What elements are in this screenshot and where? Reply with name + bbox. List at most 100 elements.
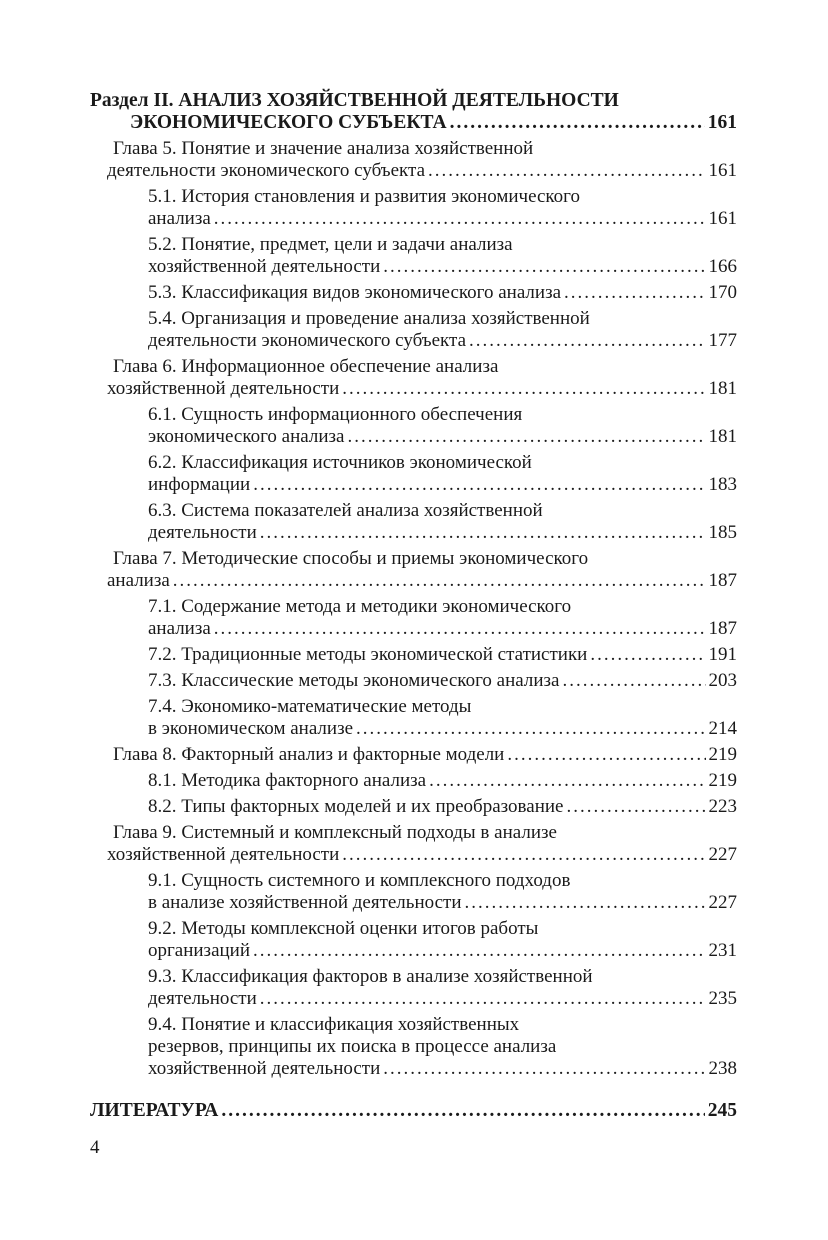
toc-page-number: 214: [708, 718, 738, 739]
dot-leader: [342, 844, 705, 866]
toc-line: анализа 187: [90, 618, 737, 640]
toc-line: 8.1. Методика факторного анализа 219: [90, 770, 737, 792]
toc-line: Глава 6. Информационное обеспечение анал…: [90, 356, 737, 378]
dot-leader: [429, 770, 705, 792]
toc-entry-text: хозяйственной деятельности: [107, 378, 340, 399]
toc-line: 6.1. Сущность информационного обеспечени…: [90, 404, 737, 426]
toc-chapter: Глава 7. Методические способы и приемы э…: [90, 548, 737, 592]
toc-subsection: 9.4. Понятие и классификация хозяйственн…: [90, 1014, 737, 1080]
toc-entry-text: Раздел II. АНАЛИЗ ХОЗЯЙСТВЕННОЙ ДЕЯТЕЛЬН…: [90, 90, 619, 111]
toc-entry-text: деятельности экономического субъекта: [148, 330, 466, 351]
page-number: 4: [90, 1137, 100, 1158]
dot-leader: [214, 208, 706, 230]
toc-entry-text: хозяйственной деятельности: [148, 1058, 381, 1079]
toc-page-number: 223: [708, 796, 738, 817]
dot-leader: [590, 644, 705, 666]
toc-line: Глава 5. Понятие и значение анализа хозя…: [90, 138, 737, 160]
toc-bibliography: ЛИТЕРАТУРА 245: [90, 1100, 737, 1122]
toc-entry-text: 5.2. Понятие, предмет, цели и задачи ана…: [148, 234, 513, 255]
toc-entry-text: 6.1. Сущность информационного обеспечени…: [148, 404, 523, 425]
toc-line: резервов, принципы их поиска в процессе …: [90, 1036, 737, 1058]
toc-entry-text: в анализе хозяйственной деятельности: [148, 892, 462, 913]
dot-leader: [566, 796, 705, 818]
dot-leader: [383, 1058, 705, 1080]
dot-leader: [260, 522, 706, 544]
toc-entry-text: 8.2. Типы факторных моделей и их преобра…: [148, 796, 564, 817]
toc-chapter: Глава 5. Понятие и значение анализа хозя…: [90, 138, 737, 182]
toc-page-number: 161: [708, 208, 738, 229]
toc-page-number: 183: [708, 474, 738, 495]
toc-entry-text: деятельности: [148, 988, 257, 1009]
toc-page-number: 181: [708, 378, 738, 399]
toc-subsection: 5.1. История становления и развития экон…: [90, 186, 737, 230]
toc-line: анализа 161: [90, 208, 737, 230]
toc-page-number: 203: [708, 670, 738, 691]
toc-subsection: 5.2. Понятие, предмет, цели и задачи ана…: [90, 234, 737, 278]
toc-entry-text: анализа: [148, 208, 211, 229]
toc-page-number: 161: [707, 112, 737, 133]
dot-leader: [347, 426, 705, 448]
toc-entry-text: хозяйственной деятельности: [107, 844, 340, 865]
toc-page-number: 187: [708, 618, 738, 639]
toc-line: экономического анализа 181: [90, 426, 737, 448]
toc-entry-text: 5.4. Организация и проведение анализа хо…: [148, 308, 590, 329]
toc-line: 9.4. Понятие и классификация хозяйственн…: [90, 1014, 737, 1036]
toc-page-number: 166: [708, 256, 738, 277]
toc-line: 5.3. Классификация видов экономического …: [90, 282, 737, 304]
toc-line: 5.1. История становления и развития экон…: [90, 186, 737, 208]
toc-subsection: 5.4. Организация и проведение анализа хо…: [90, 308, 737, 352]
toc-chapter: Глава 6. Информационное обеспечение анал…: [90, 356, 737, 400]
dot-leader: [564, 282, 705, 304]
toc-section: Раздел II. АНАЛИЗ ХОЗЯЙСТВЕННОЙ ДЕЯТЕЛЬН…: [90, 90, 737, 134]
toc-chapter: Глава 9. Системный и комплексный подходы…: [90, 822, 737, 866]
dot-leader: [221, 1100, 704, 1122]
toc-entry-text: Глава 6. Информационное обеспечение анал…: [113, 356, 499, 377]
dot-leader: [260, 988, 706, 1010]
toc-entry-text: 7.1. Содержание метода и методики эконом…: [148, 596, 572, 617]
toc-entry-text: 9.2. Методы комплексной оценки итогов ра…: [148, 918, 539, 939]
toc-subsection: 7.3. Классические методы экономического …: [90, 670, 737, 692]
toc-page-number: 235: [708, 988, 738, 1009]
toc-page-number: 245: [707, 1100, 737, 1121]
toc-subsection: 7.1. Содержание метода и методики эконом…: [90, 596, 737, 640]
toc-page-number: 231: [708, 940, 738, 961]
toc-entry-text: анализа: [148, 618, 211, 639]
toc-entry-text: 7.2. Традиционные методы экономической с…: [148, 644, 588, 665]
toc-page-number: 219: [708, 770, 738, 791]
dot-leader: [173, 570, 706, 592]
toc-line: ЭКОНОМИЧЕСКОГО СУБЪЕКТА 161: [90, 112, 737, 134]
toc-page-number: 238: [708, 1058, 738, 1079]
toc-line: деятельности экономического субъекта 177: [90, 330, 737, 352]
toc-line: 7.3. Классические методы экономического …: [90, 670, 737, 692]
toc-entry-text: хозяйственной деятельности: [148, 256, 381, 277]
dot-leader: [507, 744, 705, 766]
toc-line: 9.3. Классификация факторов в анализе хо…: [90, 966, 737, 988]
toc-chapter: Глава 8. Факторный анализ и факторные мо…: [90, 744, 737, 766]
toc-subsection: 5.3. Классификация видов экономического …: [90, 282, 737, 304]
toc-entry-text: в экономическом анализе: [148, 718, 354, 739]
dot-leader: [253, 474, 705, 496]
toc-line: в экономическом анализе 214: [90, 718, 737, 740]
table-of-contents: Раздел II. АНАЛИЗ ХОЗЯЙСТВЕННОЙ ДЕЯТЕЛЬН…: [90, 90, 737, 1126]
dot-leader: [465, 892, 706, 914]
toc-entry-text: 7.3. Классические методы экономического …: [148, 670, 560, 691]
toc-subsection: 6.2. Классификация источников экономичес…: [90, 452, 737, 496]
toc-subsection: 6.3. Система показателей анализа хозяйст…: [90, 500, 737, 544]
toc-entry-text: Глава 5. Понятие и значение анализа хозя…: [113, 138, 534, 159]
toc-line: информации 183: [90, 474, 737, 496]
toc-subsection: 9.3. Классификация факторов в анализе хо…: [90, 966, 737, 1010]
toc-page-number: 227: [708, 844, 738, 865]
toc-line: Раздел II. АНАЛИЗ ХОЗЯЙСТВЕННОЙ ДЕЯТЕЛЬН…: [90, 90, 737, 112]
toc-entry-text: 5.3. Классификация видов экономического …: [148, 282, 562, 303]
toc-entry-text: 7.4. Экономико-математические методы: [148, 696, 472, 717]
toc-entry-text: 5.1. История становления и развития экон…: [148, 186, 580, 207]
toc-subsection: 8.2. Типы факторных моделей и их преобра…: [90, 796, 737, 818]
toc-subsection: 7.2. Традиционные методы экономической с…: [90, 644, 737, 666]
dot-leader: [253, 940, 705, 962]
toc-line: 8.2. Типы факторных моделей и их преобра…: [90, 796, 737, 818]
toc-line: 6.2. Классификация источников экономичес…: [90, 452, 737, 474]
toc-entry-text: 6.2. Классификация источников экономичес…: [148, 452, 532, 473]
toc-entry-text: 9.3. Классификация факторов в анализе хо…: [148, 966, 593, 987]
dot-leader: [383, 256, 705, 278]
toc-entry-text: Глава 9. Системный и комплексный подходы…: [113, 822, 557, 843]
